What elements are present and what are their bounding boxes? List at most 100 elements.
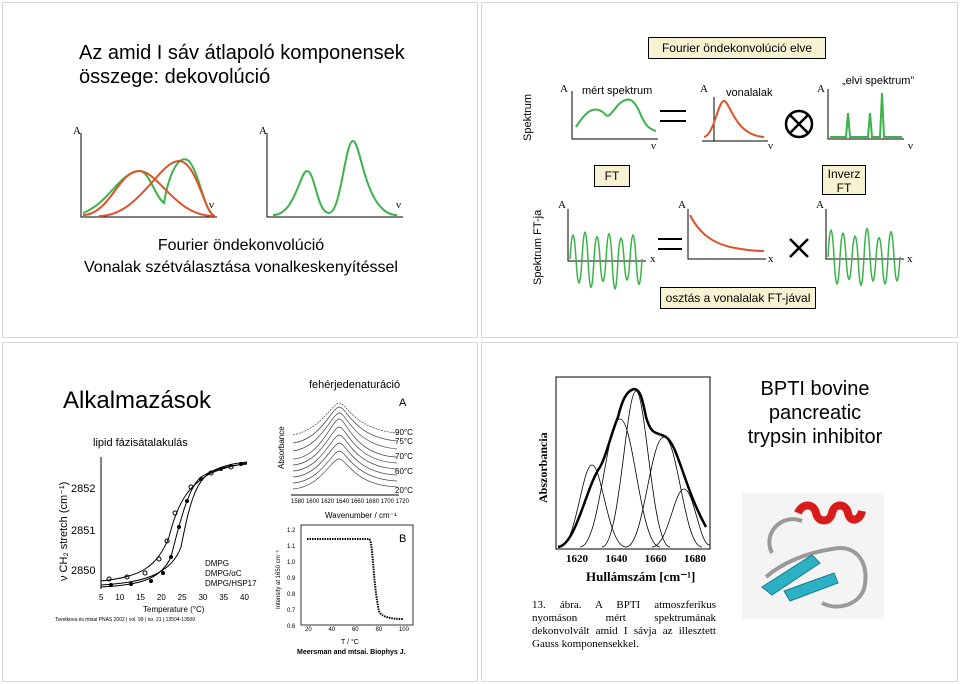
axis-a-left: A	[73, 125, 81, 137]
applications-title: Alkalmazások	[63, 387, 212, 414]
wn-ticks: 1580 1600 1620 1640 1660 1680 1700 1720	[291, 499, 409, 505]
lipid-xtick: 10	[115, 593, 125, 602]
ideal-spectrum-plot	[827, 89, 904, 140]
r2-axis-a-2: A	[678, 199, 686, 211]
b-yticks: 1.2 1.1 1.0 0.9 0.8 0.7 0.6	[287, 523, 295, 635]
wn-tick: 1660	[350, 499, 365, 505]
lipid-xtick: 35	[219, 593, 229, 602]
r2-axis-a-3: A	[816, 199, 824, 211]
lineshape-plot	[702, 97, 768, 142]
ideal-spectrum-label: „elvi spektrum”	[842, 75, 915, 87]
lipid-curves	[100, 457, 248, 589]
axis-nu-left: ν	[209, 199, 214, 211]
slide1-caption-line2: Vonalak szétválasztása vonalkeskenyítéss…	[84, 259, 398, 276]
bpti-spectrum-figure: Abszorbancia 1620 1640 1660 1680 Hulláms…	[528, 373, 716, 655]
b-xtick: 60	[351, 627, 359, 633]
protein-structure-image	[742, 493, 884, 619]
lipid-xtick: 30	[198, 593, 208, 602]
slide-deconvolution: Az amid I sáv átlapoló komponensek össze…	[2, 2, 478, 338]
inverse-ft-box: Inverz FT	[822, 165, 866, 195]
lipid-reference: Tsvetkova és mtsai PNAS 2002 | vol. 99 |…	[55, 617, 196, 623]
lipid-chart: ν CH₂ stretch (cm⁻¹) 2852 2851 2850 DMPG…	[55, 453, 257, 625]
bpti-title-line2: pancreatic	[768, 402, 862, 424]
ft-box: FT	[594, 165, 630, 187]
row-label-ft: Spektrum FT-ja	[532, 209, 544, 285]
meersman-reference: Meersman and mtsai. Biophys J.	[297, 649, 406, 656]
r2-axis-x-3: x	[907, 253, 913, 265]
lineshape-ft-plot	[687, 209, 766, 260]
b-xtick: 80	[375, 627, 383, 633]
temp-20: 20°C	[395, 486, 413, 495]
axis-a-right: A	[259, 125, 267, 137]
slide-bpti: Abszorbancia 1620 1640 1660 1680 Hulláms…	[481, 342, 958, 682]
division-box: osztás a vonalalak FT-jával	[660, 287, 816, 309]
bpti-xticks: 1620 1640 1660 1680	[566, 553, 706, 565]
wn-tick: 1620	[320, 499, 335, 505]
lipid-ytick-3: 2850	[71, 565, 96, 577]
lipid-xtick: 40	[240, 593, 249, 602]
bpti-xtick: 1660	[644, 553, 667, 565]
bpti-xtick: 1640	[605, 553, 628, 565]
slide-applications: Alkalmazások lipid fázisátalakulás fehér…	[2, 342, 478, 682]
legend-dmpg-ac: DMPG/αC	[205, 569, 242, 578]
b-ytick: 1.1	[287, 544, 296, 550]
slide1-title-line1: Az amid I sáv átlapoló komponensek	[79, 42, 405, 64]
r1-axis-a-1: A	[560, 83, 568, 95]
bpti-xlabel: Hullámszám [cm⁻¹]	[586, 569, 696, 584]
temperature-labels: 90°C 75°C 70°C 60°C 20°C	[395, 425, 413, 498]
lipid-xlabel: Temperature (°C)	[143, 605, 205, 614]
convolution-operator-icon	[784, 109, 814, 139]
bpti-title-line3: trypsin inhibitor	[747, 426, 883, 448]
wn-tick: 1700	[380, 499, 394, 505]
lipid-xticks: 5 10 15 20 25 30 35 40	[99, 593, 249, 602]
intensity-label: Intensity at 1650 cm⁻¹	[276, 550, 282, 609]
narrowed-bands-plot	[266, 133, 403, 218]
bpti-gauss-components	[555, 376, 711, 550]
bpti-caption: 13. ábra. A BPTI atmoszferikus nyomáson …	[532, 599, 716, 650]
equals-sign-1	[660, 110, 686, 122]
lipid-ylabel: ν CH₂ stretch (cm⁻¹)	[58, 481, 70, 581]
r1-axis-nu-3: ν	[908, 140, 913, 152]
lipid-ytick-1: 2852	[71, 483, 96, 495]
wn-tick: 1580	[291, 499, 305, 505]
equals-sign-2	[658, 238, 682, 250]
wavenumber-label: Wavenumber / cm⁻¹	[325, 511, 397, 520]
denaturation-label: fehérjedenaturáció	[309, 379, 401, 391]
t-label: T / °C	[341, 639, 359, 646]
b-ytick: 0.7	[287, 608, 296, 614]
r2-axis-x-1: x	[650, 253, 656, 265]
bpti-ylabel: Abszorbancia	[536, 432, 550, 503]
stacked-spectra	[291, 402, 399, 496]
lipid-xtick: 5	[99, 593, 104, 602]
slide1-caption: Fourier öndekonvolúció Vonalak szétválas…	[3, 237, 477, 277]
r2-axis-a-1: A	[558, 199, 566, 211]
b-ytick: 0.9	[287, 576, 296, 582]
lipid-xtick: 15	[136, 593, 146, 602]
bpti-xtick: 1620	[566, 553, 588, 565]
b-ytick: 1.0	[287, 560, 296, 566]
panel-a-label: A	[399, 397, 407, 409]
wn-tick: 1600	[305, 499, 320, 505]
b-xtick: 20	[305, 627, 312, 633]
lineshape-label: vonalalak	[726, 87, 773, 99]
measured-label: mért spektrum	[582, 85, 653, 97]
wn-tick: 1640	[335, 499, 350, 505]
panel-b-label: B	[399, 533, 407, 545]
lipid-ytick-2: 2851	[71, 525, 96, 537]
b-xtick: 40	[328, 627, 336, 633]
denaturation-curve: Intensity at 1650 cm⁻¹ 1.2 1.1 1.0 0.9 0…	[275, 523, 421, 647]
overlapping-bands-plot	[80, 133, 217, 218]
multiply-operator-icon	[789, 238, 809, 258]
lipid-legend: DMPG DMPG/αC DMPG/HSP17	[205, 559, 257, 589]
slide1-caption-line1: Fourier öndekonvolúció	[157, 237, 325, 254]
bpti-xtick: 1680	[683, 553, 706, 565]
absorbance-label: Absorbance	[277, 426, 286, 469]
axis-nu-right: ν	[396, 199, 401, 211]
temp-75: 75°C	[395, 437, 413, 446]
temp-70: 70°C	[395, 452, 413, 461]
denaturation-curve-plot	[300, 524, 414, 626]
r1-axis-nu-2: ν	[768, 140, 773, 152]
denaturation-spectra: Absorbance A 90°C 75°C 70°C 60°C 20°C	[275, 395, 421, 513]
temp-60: 60°C	[395, 467, 413, 476]
wn-tick: 1720	[395, 499, 409, 505]
